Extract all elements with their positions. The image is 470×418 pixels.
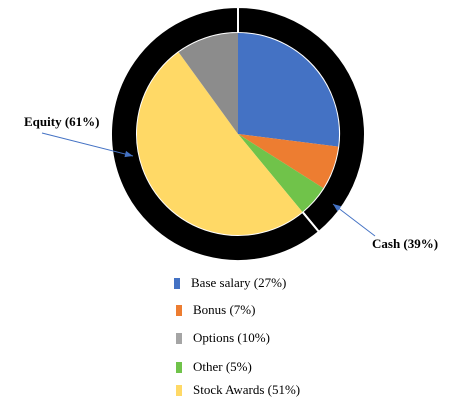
cash-annotation: Cash (39%) [372,236,439,251]
equity-arrow [41,132,134,158]
pie-slice-options [178,33,238,134]
legend-item-bonus: Bonus (7%) [176,302,255,318]
legend-item-options: Options (10%) [176,330,270,346]
pie-slice-other [238,134,324,212]
legend-swatch [176,384,182,396]
pie-slice-bonus [238,134,339,189]
annotation-arrows [41,132,376,237]
pie-slice-base-salary [238,33,339,147]
legend-label: Stock Awards (51%) [193,382,301,397]
legend-label: Other (5%) [193,359,252,374]
legend-swatch [176,361,182,373]
legend-swatch [176,304,182,316]
legend-swatch [174,277,180,289]
legend-label: Options (10%) [193,330,270,345]
legend-label: Base salary (27%) [191,275,287,290]
legend-item-other: Other (5%) [176,359,252,375]
legend-label: Bonus (7%) [193,302,256,317]
inner-pie [136,33,339,236]
cash-arrow [332,203,376,237]
legend-item-base-salary: Base salary (27%) [174,275,286,291]
pie-slice-stock-awards [136,52,303,236]
equity-annotation: Equity (61%) [24,114,100,129]
legend-swatch [176,332,182,344]
legend-item-stock-awards: Stock Awards (51%) [176,382,300,398]
